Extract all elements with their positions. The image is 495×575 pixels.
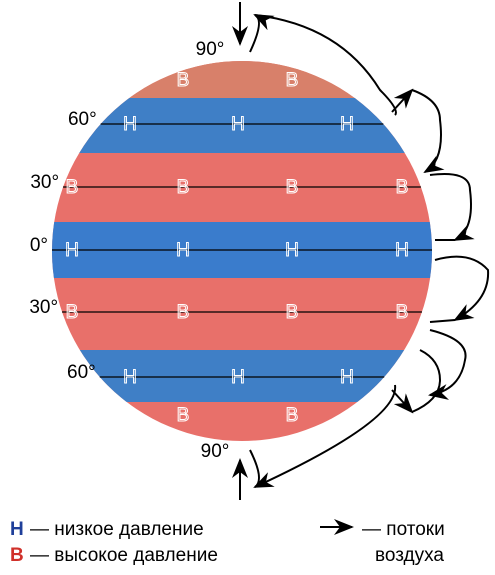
pressure-letter: Н [123,367,137,388]
pressure-letter: В [286,177,299,198]
pressure-letter: В [286,302,299,323]
pressure-letter: Н [340,367,354,388]
legend-symbol: В [10,545,24,566]
latitude-label: 30° [29,297,58,318]
latitude-label: 30° [30,172,59,193]
pole-label: 90° [196,39,225,60]
latitude-label: 60° [68,109,97,130]
legend-text: — низкое давление [30,519,204,540]
pressure-letter: Н [395,240,409,261]
legend-text: воздуха [375,545,444,566]
pressure-letter: Н [285,240,299,261]
pressure-letter: В [286,405,299,426]
pressure-letter: Н [123,114,137,135]
latitude-label: 0° [30,235,48,256]
planet [40,55,450,455]
pressure-letter: В [177,177,190,198]
legend-symbol: Н [10,519,24,540]
pressure-letter: Н [176,240,190,261]
pressure-letter: Н [340,114,354,135]
pressure-letter: В [396,177,409,198]
pressure-letter: В [66,177,79,198]
pressure-letter: В [177,302,190,323]
pressure-letter: В [66,302,79,323]
pole-label: 90° [201,441,230,462]
pressure-letter: Н [231,114,245,135]
pressure-letter: В [177,70,190,91]
pressure-letter: Н [231,367,245,388]
pressure-letter: Н [65,240,79,261]
latitude-label: 60° [67,362,96,383]
legend-text: — высокое давление [30,545,218,566]
diagram: 90° 90° Н — низкое давление В — высокое … [0,0,495,570]
pressure-letter: В [286,70,299,91]
legend-text: — потоки [362,519,445,540]
pressure-letter: В [396,302,409,323]
pressure-letter: В [177,405,190,426]
